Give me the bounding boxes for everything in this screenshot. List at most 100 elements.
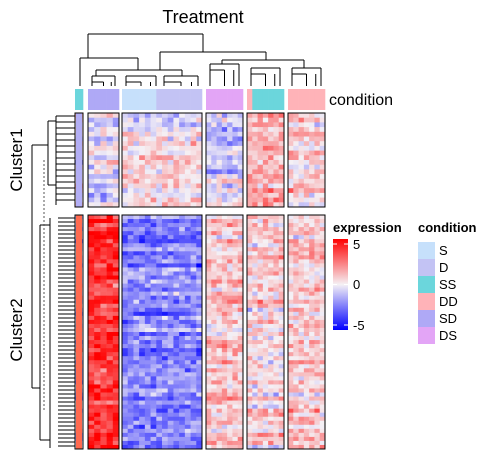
heatmap-cell — [133, 235, 140, 240]
heatmap-cell — [139, 384, 146, 389]
heatmap-cell — [106, 169, 114, 175]
heatmap-cell — [133, 400, 140, 405]
heatmap-cell — [298, 215, 305, 220]
heatmap-cell — [167, 436, 174, 442]
heatmap-cell — [162, 327, 169, 333]
heatmap-cell — [133, 215, 140, 220]
heatmap-cell — [88, 259, 95, 264]
heatmap-cell — [319, 404, 326, 409]
heatmap-cell — [127, 372, 134, 377]
heatmap-cell — [319, 263, 326, 268]
heatmap-cell — [268, 160, 274, 165]
heatmap-cell — [206, 372, 212, 377]
heatmap-cell — [314, 267, 321, 272]
heatmap-cell — [216, 127, 223, 133]
heatmap-cell — [293, 192, 299, 198]
heatmap-cell — [278, 223, 285, 228]
heatmap-cell — [112, 255, 120, 260]
heatmap-cell — [190, 150, 197, 156]
heatmap-cell — [122, 160, 129, 165]
heatmap-cell — [206, 150, 212, 156]
heatmap-cell — [309, 420, 315, 426]
heatmap-cell — [319, 392, 326, 397]
heatmap-cell — [106, 315, 114, 321]
heatmap-cell — [278, 344, 285, 349]
heatmap-cell — [298, 428, 305, 434]
heatmap-cell — [139, 315, 146, 321]
heatmap-cell — [252, 263, 258, 268]
heatmap-cell — [293, 235, 299, 240]
heatmap-cell — [106, 396, 114, 401]
heatmap-cell — [106, 412, 114, 418]
heatmap-cell — [247, 303, 253, 309]
heatmap-cell — [288, 432, 294, 438]
heatmap-cell — [196, 287, 203, 292]
heatmap-cell — [252, 155, 258, 161]
heatmap-cell — [179, 444, 186, 450]
heatmap-cell — [106, 416, 114, 422]
heatmap-cell — [167, 315, 174, 321]
heatmap-cell — [278, 251, 285, 256]
heatmap-cell — [278, 360, 285, 365]
heatmap-cell — [262, 420, 269, 426]
heatmap-cell — [139, 380, 146, 385]
heatmap-cell — [293, 336, 299, 341]
heatmap-cell — [293, 283, 299, 288]
heatmap-cell — [278, 400, 285, 405]
heatmap-cell — [252, 380, 258, 385]
heatmap-cell — [298, 122, 305, 128]
heatmap-cell — [216, 315, 223, 321]
heatmap-cell — [309, 239, 315, 244]
heatmap-cell — [144, 376, 151, 381]
heatmap-cell — [309, 202, 315, 208]
heatmap-cell — [184, 178, 191, 184]
heatmap-cell — [247, 315, 253, 321]
heatmap-cell — [112, 372, 120, 377]
heatmap-cell — [309, 376, 315, 381]
heatmap-cell — [190, 169, 197, 175]
heatmap-cell — [139, 275, 146, 280]
heatmap-cell — [319, 376, 326, 381]
heatmap-cell — [88, 263, 95, 268]
heatmap-cell — [252, 332, 258, 337]
heatmap-cell — [216, 160, 223, 165]
heatmap-cell — [100, 197, 107, 203]
heatmap-cell — [94, 231, 101, 236]
heatmap-cell — [211, 235, 217, 240]
heatmap-cell — [303, 263, 310, 268]
slice-borders — [74, 112, 326, 450]
heatmap-cell — [206, 223, 212, 228]
heatmap-cell — [206, 243, 212, 248]
heatmap-cell — [196, 352, 203, 357]
heatmap-cell — [257, 150, 264, 156]
heatmap-cell — [127, 420, 134, 426]
heatmap-cell — [303, 311, 310, 317]
heatmap-cell — [309, 327, 315, 333]
heatmap-cell — [156, 188, 163, 194]
heatmap-cell — [133, 239, 140, 244]
heatmap-cell — [122, 295, 129, 301]
heatmap-cell — [227, 219, 233, 224]
heatmap-cell — [232, 311, 239, 317]
heatmap-cell — [122, 279, 129, 284]
heatmap-cell — [112, 122, 120, 128]
heatmap-cell — [319, 388, 326, 393]
heatmap-cell — [309, 440, 315, 446]
heatmap-cell — [173, 372, 180, 377]
heatmap-cell — [112, 183, 120, 189]
heatmap-cell — [122, 404, 129, 409]
heatmap-cell — [232, 336, 239, 341]
heatmap-cell — [216, 344, 223, 349]
heatmap-cell — [122, 388, 129, 393]
heatmap-cell — [252, 231, 258, 236]
heatmap-cell — [298, 251, 305, 256]
heatmap-cell — [156, 348, 163, 353]
heatmap-cell — [190, 287, 197, 292]
annotation-cell-sd — [94, 89, 101, 110]
heatmap-cell — [133, 164, 140, 170]
heatmap-cell — [122, 384, 129, 389]
heatmap-cell — [162, 150, 169, 156]
heatmap-cell — [167, 440, 174, 446]
heatmap-cell — [211, 420, 217, 426]
heatmap-cell — [309, 227, 315, 232]
